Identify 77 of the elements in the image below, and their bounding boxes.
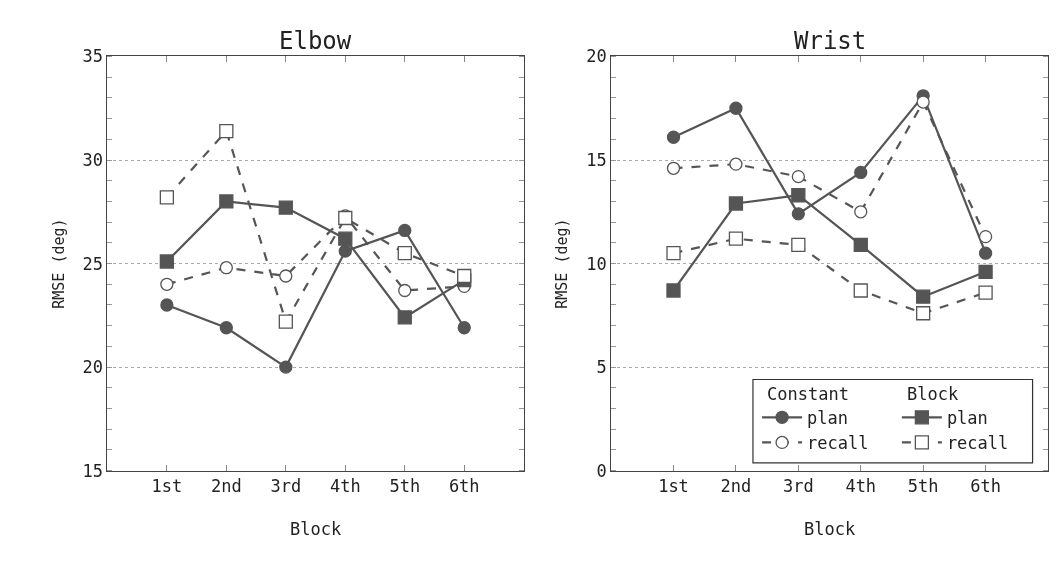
legend-label: recall [946,433,1009,454]
x-tick-label: 4th [845,476,877,497]
point [159,254,175,269]
point [160,298,174,312]
point [854,165,868,180]
legend-label: plan [946,407,988,428]
point [729,101,743,115]
x-axis-title: Block [289,519,342,540]
y-tick-label: 30 [82,149,103,170]
y-axis-title: RMSE (deg) [49,218,68,309]
point [219,123,234,139]
point [853,283,868,298]
point [853,237,868,253]
point [791,188,806,203]
point [978,264,993,279]
chart-title: Elbow [279,27,352,55]
point [854,205,868,219]
x-tick-label: 6th [448,476,480,497]
point [978,285,993,300]
y-tick-label: 10 [586,253,607,274]
point [791,207,805,221]
point [219,321,233,335]
y-tick-label: 15 [586,149,607,170]
point [666,130,681,144]
point [457,268,472,284]
point [219,194,234,209]
x-tick-label: 2nd [210,476,242,497]
x-tick-label: 4th [329,476,361,497]
y-tick-label: 0 [596,460,607,481]
point [338,231,353,246]
point [666,246,681,261]
point [457,321,471,335]
point [160,277,174,291]
point [279,360,293,374]
point [398,223,412,238]
x-tick-label: 2nd [720,476,752,497]
chart-title: Wrist [794,27,867,55]
x-tick-label: 5th [389,476,421,497]
legend-label: recall [807,433,869,454]
y-axis-title: RMSE (deg) [553,218,572,309]
x-tick-label: 1st [151,476,183,497]
y-tick-label: 20 [82,357,103,378]
point [159,190,175,205]
y-tick-label: 15 [82,460,103,481]
point [728,231,744,246]
point [729,157,743,171]
y-tick-label: 25 [82,253,103,274]
point [338,244,352,258]
annotation: Block [907,384,959,404]
point [666,161,681,175]
point [397,246,412,261]
y-tick-label: 20 [586,46,607,67]
point [278,200,293,215]
point [397,310,412,325]
point [219,261,233,275]
point [666,283,681,298]
x-tick-label: 6th [970,476,1001,497]
point [398,283,412,298]
annotation: Constant [767,384,849,404]
y-tick-label: 35 [82,46,103,67]
legend-label: plan [807,407,849,428]
point [916,306,931,321]
point [728,196,744,211]
point [791,237,806,253]
point [279,269,293,283]
point [978,229,993,244]
point [278,314,293,329]
x-tick-label: 3rd [270,476,302,497]
point [916,289,931,304]
x-tick-label: 3rd [782,476,814,497]
point [978,246,993,260]
y-tick-label: 5 [596,357,607,378]
point [916,95,930,109]
point [791,169,805,184]
x-axis-title: Block [803,519,856,540]
x-tick-label: 5th [907,476,939,497]
x-tick-label: 1st [658,476,689,497]
